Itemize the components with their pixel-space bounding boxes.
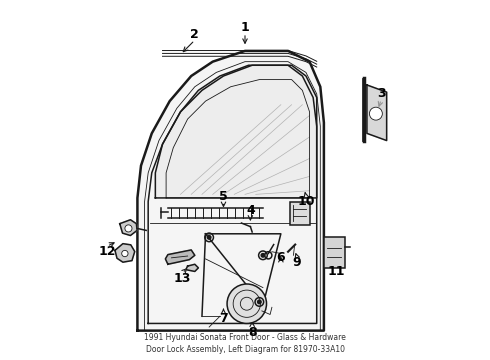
Text: 3: 3: [377, 87, 386, 100]
Polygon shape: [137, 51, 324, 330]
Circle shape: [207, 235, 211, 239]
Text: 11: 11: [328, 265, 345, 278]
Text: 13: 13: [173, 272, 191, 285]
Text: 8: 8: [248, 326, 256, 339]
Polygon shape: [115, 244, 135, 262]
Text: 5: 5: [219, 190, 228, 203]
Circle shape: [122, 250, 128, 257]
Circle shape: [227, 284, 267, 323]
Text: 7: 7: [219, 311, 228, 325]
Polygon shape: [155, 65, 317, 198]
Text: 12: 12: [98, 245, 116, 258]
Circle shape: [369, 107, 382, 120]
Text: 10: 10: [297, 195, 315, 208]
Text: 9: 9: [293, 256, 301, 269]
Polygon shape: [367, 85, 387, 140]
Polygon shape: [186, 264, 198, 271]
Bar: [324, 237, 344, 268]
Polygon shape: [166, 250, 195, 264]
Circle shape: [261, 253, 265, 257]
Text: 2: 2: [191, 28, 199, 41]
Circle shape: [125, 225, 132, 232]
Polygon shape: [120, 220, 137, 235]
Text: 4: 4: [246, 204, 255, 217]
Text: 1: 1: [241, 21, 249, 34]
Text: 6: 6: [276, 251, 285, 264]
Circle shape: [258, 300, 261, 304]
Bar: [290, 202, 310, 225]
Text: 1991 Hyundai Sonata Front Door - Glass & Hardware
Door Lock Assembly, Left Diagr: 1991 Hyundai Sonata Front Door - Glass &…: [144, 333, 346, 354]
